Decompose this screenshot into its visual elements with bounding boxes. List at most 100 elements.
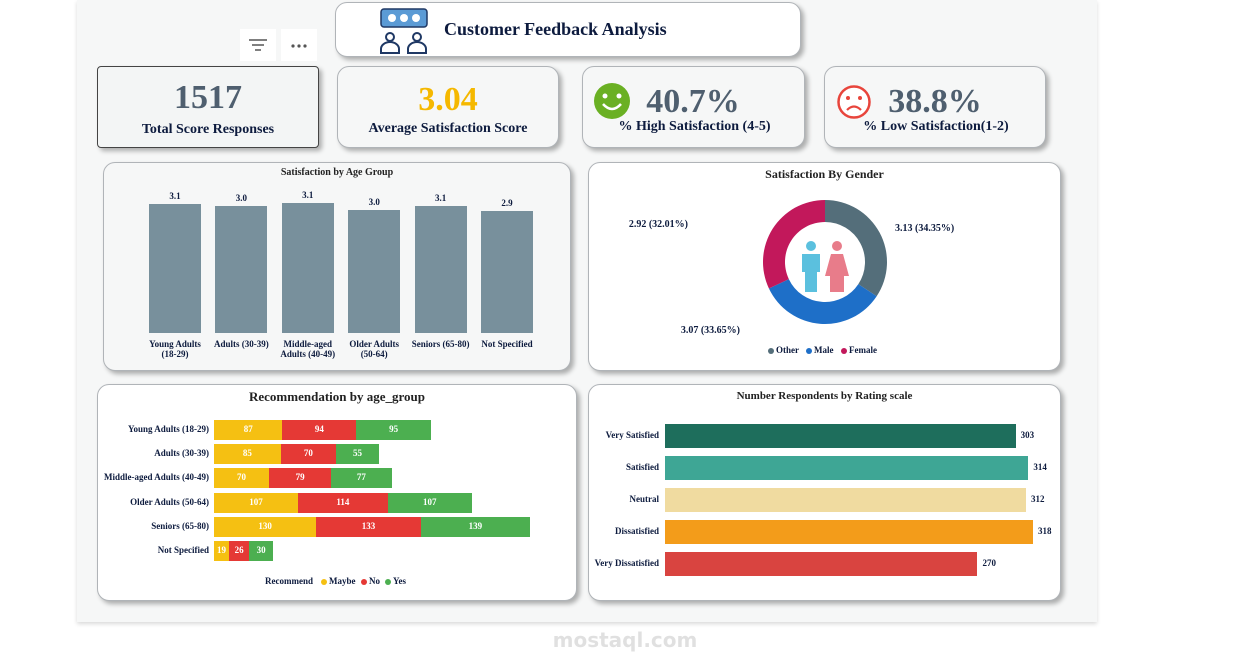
data-label: 133: [361, 520, 376, 531]
gender-icon: [786, 223, 864, 301]
data-label: 114: [336, 496, 350, 507]
data-label: 77: [356, 472, 366, 483]
data-label: 87: [243, 424, 253, 434]
data-label: 303: [1020, 430, 1035, 440]
bar-segment: [282, 420, 357, 440]
data-label: 70: [303, 448, 313, 459]
y-tick-label: Satisfied: [625, 462, 659, 472]
bar-segment: [298, 492, 388, 513]
data-label: 2.9: [501, 197, 513, 208]
data-label: 3.0: [368, 196, 380, 207]
legend-marker: [361, 579, 367, 585]
data-label: 70: [237, 472, 246, 483]
chart-title: Satisfaction by Age Group: [280, 167, 394, 178]
female-head: [832, 241, 842, 251]
bar-segment: [214, 420, 283, 440]
kpi-card: 1517 Total Score Responses: [97, 66, 319, 148]
happy-icon: [594, 83, 630, 119]
kpi-value: 40.7%: [646, 83, 740, 120]
data-label: 19: [216, 545, 226, 555]
x-tick-label: Young Adults (18-29): [149, 339, 201, 359]
legend-label: Other: [776, 345, 799, 355]
data-label: 318: [1038, 526, 1052, 536]
y-tick-label: Seniors (65-80): [151, 520, 209, 531]
kpi-card: 40.7% % High Satisfaction (4-5): [582, 66, 805, 148]
data-label: 270: [982, 558, 996, 568]
bar-segment: [214, 492, 299, 513]
bar: [215, 206, 268, 333]
data-label: 3.0: [235, 193, 248, 204]
data-label: 107: [423, 496, 437, 507]
kpi-value: 38.8%: [888, 83, 982, 120]
bar-segment: [214, 468, 270, 489]
bar-segment: [249, 541, 273, 561]
data-label: 26: [234, 545, 244, 555]
y-tick-label: Young Adults (18-29): [127, 424, 209, 434]
y-tick-label: Middle-aged Adults (40-49): [103, 472, 209, 483]
legend-label: No: [369, 576, 380, 586]
bar: [665, 456, 1029, 480]
filter-icon: [249, 39, 267, 51]
kpi-value: 1517: [174, 79, 242, 116]
data-label: 2.92 (32.01%): [628, 219, 688, 230]
bar-segment: [228, 541, 250, 561]
more-button[interactable]: [281, 29, 317, 61]
legend-label: Maybe: [329, 576, 356, 586]
y-tick-label: Adults (30-39): [154, 448, 209, 459]
data-label: 139: [468, 520, 483, 531]
bar-segment: [214, 516, 317, 537]
data-label: 107: [249, 496, 263, 507]
data-label: 95: [389, 424, 399, 434]
data-label: 55: [352, 448, 362, 459]
bar-segment: [214, 541, 229, 561]
bar-segment: [214, 444, 281, 465]
data-label: 314: [1033, 462, 1047, 472]
bar: [665, 552, 978, 576]
x-tick-label: Middle-aged Adults (40-49): [280, 339, 336, 359]
data-label: 30: [256, 545, 266, 555]
title-icon: [380, 8, 428, 54]
female-body: [825, 254, 849, 292]
data-label: 3.1: [169, 190, 181, 201]
data-label: 312: [1031, 494, 1045, 504]
bar-segment: [356, 420, 431, 440]
male-body: [802, 254, 820, 292]
x-tick-label: Adults (30-39): [214, 339, 269, 349]
donut-chart: [763, 199, 888, 325]
bar: [481, 210, 533, 333]
y-tick-label: Very Satisfied: [605, 430, 659, 440]
x-tick-label: Seniors (65-80): [411, 339, 470, 349]
y-tick-label: Older Adults (50-64): [130, 496, 209, 507]
title-card: Customer Feedback Analysis: [335, 2, 801, 57]
legend-label: Female: [849, 345, 877, 355]
kpi-card: 3.04 Average Satisfaction Score: [337, 66, 559, 148]
y-tick-label: Dissatisfied: [614, 526, 659, 536]
donut-slice: [763, 199, 825, 289]
kpi-label: Total Score Responses: [141, 122, 275, 137]
legend-label: Yes: [393, 576, 406, 586]
x-tick-label: Not Specified: [481, 339, 533, 349]
legend-label: Male: [814, 345, 834, 355]
legend-marker: [321, 579, 327, 585]
bar: [665, 424, 1016, 448]
data-label: 3.13 (34.35%): [895, 223, 955, 234]
bar-segment: [335, 444, 380, 465]
icon-bg: [786, 223, 864, 301]
dashboard-title: Customer Feedback Analysis: [444, 19, 667, 39]
bar: [149, 203, 201, 333]
male-head: [806, 241, 816, 251]
donut-slice: [825, 200, 888, 297]
filter-button[interactable]: [240, 29, 276, 61]
kpi-label: Average Satisfaction Score: [368, 121, 528, 136]
chart-title: Satisfaction By Gender: [765, 167, 884, 181]
bar: [281, 203, 334, 333]
x-tick-label: Older Adults (50-64): [349, 339, 399, 359]
bar-segment: [269, 468, 332, 489]
legend-marker: [841, 348, 847, 354]
bar-segment: [316, 516, 421, 537]
kpi-label: % Low Satisfaction(1-2): [863, 119, 1009, 134]
legend-title: Recommend: [265, 576, 313, 586]
y-tick-label: Not Specified: [157, 545, 209, 555]
bar: [348, 209, 401, 333]
